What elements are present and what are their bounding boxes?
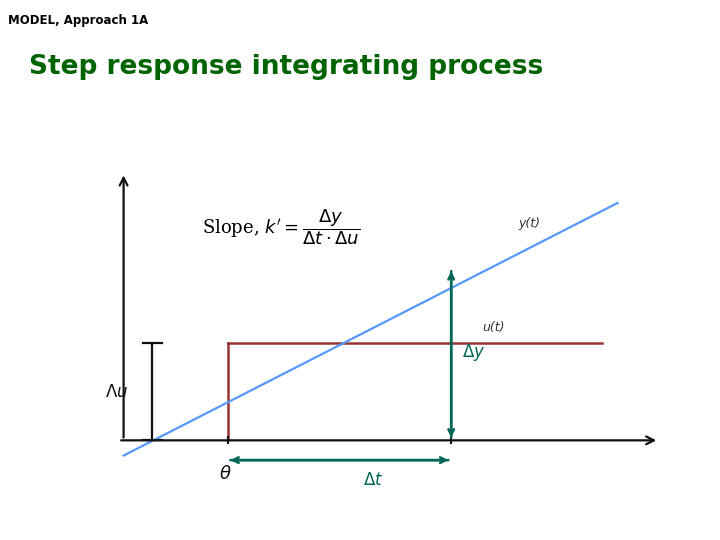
Text: $\Delta t$: $\Delta t$: [363, 471, 384, 489]
Text: u(t): u(t): [482, 321, 505, 334]
Text: $\Delta y$: $\Delta y$: [462, 342, 485, 362]
Text: y(t): y(t): [519, 217, 541, 231]
Text: Slope, $k' = \dfrac{\Delta y}{\Delta t \cdot \Delta u}$: Slope, $k' = \dfrac{\Delta y}{\Delta t \…: [202, 207, 360, 247]
Text: Step response integrating process: Step response integrating process: [29, 55, 543, 80]
Text: $\Lambda u$: $\Lambda u$: [105, 383, 129, 401]
Text: $\theta$: $\theta$: [219, 465, 231, 483]
Text: MODEL, Approach 1A: MODEL, Approach 1A: [9, 14, 149, 27]
